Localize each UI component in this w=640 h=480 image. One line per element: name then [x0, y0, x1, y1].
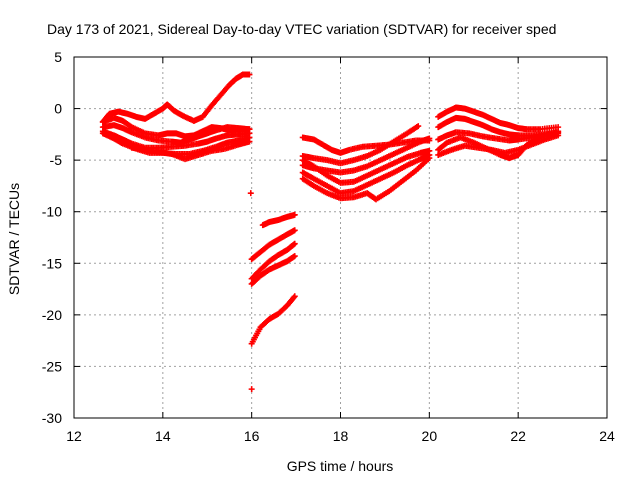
x-axis-label: GPS time / hours	[287, 458, 394, 474]
y-tick-label: 5	[54, 49, 62, 65]
data-point-marker	[247, 190, 254, 197]
x-tick-label: 14	[155, 428, 171, 444]
x-tick-label: 24	[599, 428, 615, 444]
series-e6	[299, 155, 433, 203]
x-tick-label: 12	[66, 428, 82, 444]
series-o1	[247, 190, 255, 393]
series-e1	[299, 134, 433, 156]
x-tick-label: 20	[422, 428, 438, 444]
data-point-marker	[291, 253, 298, 260]
series-e2	[299, 123, 422, 167]
series-f3	[435, 129, 562, 144]
series-p6	[128, 138, 253, 163]
y-tick-label: 0	[54, 101, 62, 117]
series-f5	[435, 132, 562, 158]
series-d4	[248, 253, 298, 287]
data-point-marker	[246, 138, 253, 145]
y-tick-label: -5	[50, 152, 63, 168]
data-point-marker	[248, 386, 255, 393]
x-tick-label: 16	[244, 428, 260, 444]
chart-title: Day 173 of 2021, Sidereal Day-to-day VTE…	[47, 21, 556, 37]
y-tick-label: -10	[42, 204, 62, 220]
data-point-marker	[291, 240, 298, 247]
series-f1	[435, 104, 562, 133]
y-tick-label: -25	[42, 358, 62, 374]
data-point-marker	[555, 132, 562, 139]
x-tick-label: 18	[333, 428, 349, 444]
series-d5	[248, 293, 298, 347]
data-point-marker	[426, 155, 433, 162]
gridlines	[74, 57, 607, 418]
data-point-marker	[426, 135, 433, 142]
data-point-marker	[291, 227, 298, 234]
y-tick-label: -20	[42, 307, 62, 323]
data-point-marker	[290, 294, 297, 301]
data-point-marker	[415, 123, 422, 130]
axis-ticks: 12 14 16 18 20 22 24 -30 -25 -20 -15 -10 -5 0 5	[42, 49, 615, 444]
data-point-marker	[291, 211, 298, 218]
y-axis-label: SDTVAR / TECUs	[6, 183, 22, 295]
series-d1	[259, 211, 298, 229]
y-tick-label: -15	[42, 255, 62, 271]
data-points	[99, 71, 562, 393]
series-p4	[99, 128, 253, 151]
x-tick-label: 22	[510, 428, 526, 444]
y-tick-label: -30	[42, 410, 62, 426]
data-point-marker	[291, 293, 298, 300]
data-point-marker	[246, 71, 253, 78]
series-d2	[248, 227, 298, 263]
series-d3	[248, 240, 298, 282]
series-e4	[299, 147, 433, 186]
